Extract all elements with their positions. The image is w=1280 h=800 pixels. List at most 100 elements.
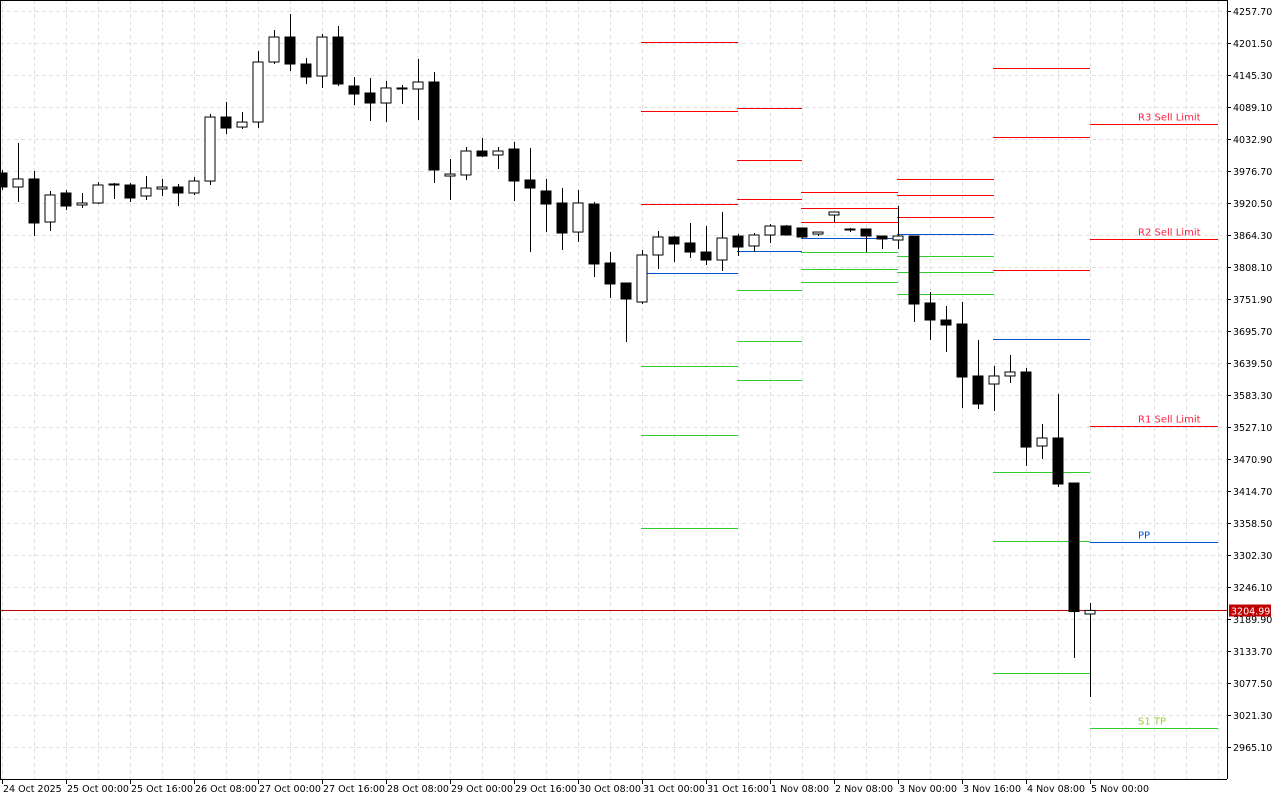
y-tick-label: 3920.50 <box>1233 199 1272 210</box>
level-label: R2 Sell Limit <box>1138 228 1201 239</box>
candle-bearish <box>956 323 968 378</box>
candle-bullish <box>1004 371 1016 377</box>
candle-bullish <box>316 36 328 77</box>
candle-bearish <box>1020 371 1032 448</box>
candle-bullish <box>652 236 664 256</box>
x-tick-label: 26 Oct 08:00 <box>195 784 257 795</box>
candle-bearish <box>668 236 680 245</box>
candle-bearish <box>556 202 568 234</box>
level-label: R1 Sell Limit <box>1138 415 1201 426</box>
candle-bearish <box>508 148 520 182</box>
candle-bearish <box>780 225 792 236</box>
candle-bearish <box>1052 437 1064 485</box>
candle-bullish <box>988 375 1000 385</box>
x-tick-label: 31 Oct 00:00 <box>643 784 705 795</box>
candle-bullish <box>492 150 504 156</box>
candle-bearish <box>284 36 296 65</box>
candle-bullish <box>156 186 168 190</box>
y-tick-label: 3751.90 <box>1233 295 1272 306</box>
y-tick-label: 4201.50 <box>1233 39 1272 50</box>
y-tick-label: 3414.70 <box>1233 487 1272 498</box>
candle-bearish <box>940 319 952 326</box>
x-tick-label: 28 Oct 08:00 <box>387 784 449 795</box>
candle-bullish <box>268 36 280 63</box>
candle-bullish <box>188 180 200 194</box>
candle-bearish <box>620 282 632 300</box>
candle-bullish <box>716 237 728 261</box>
candle-bullish <box>140 187 152 197</box>
y-tick-label: 3808.10 <box>1233 263 1272 274</box>
candle-bullish <box>1036 437 1048 447</box>
y-tick-label: 3189.90 <box>1233 615 1272 626</box>
candle-bearish <box>60 192 72 207</box>
candle-bullish <box>76 202 88 206</box>
y-tick-label: 3864.30 <box>1233 231 1272 242</box>
y-tick-label: 3976.70 <box>1233 167 1272 178</box>
candle-bearish <box>908 235 920 305</box>
candle-bearish <box>124 184 136 199</box>
candle-bearish <box>524 179 536 189</box>
level-label: S1 TP <box>1138 717 1166 728</box>
candle-bearish <box>428 81 440 171</box>
x-tick-label: 27 Oct 00:00 <box>259 784 321 795</box>
current-price-label: 3204.99 <box>1231 607 1270 618</box>
candle-bearish <box>700 251 712 261</box>
x-tick-label: 30 Oct 08:00 <box>579 784 641 795</box>
y-tick-label: 3470.90 <box>1233 455 1272 466</box>
candle-bearish <box>588 203 600 265</box>
x-tick-label: 27 Oct 16:00 <box>323 784 385 795</box>
y-tick-label: 3695.70 <box>1233 327 1272 338</box>
y-tick-label: 4089.10 <box>1233 103 1272 114</box>
x-tick-label: 29 Oct 00:00 <box>451 784 513 795</box>
y-tick-label: 4145.30 <box>1233 71 1272 82</box>
y-tick-label: 3583.30 <box>1233 391 1272 402</box>
candle-bearish <box>860 228 872 237</box>
candle-bullish <box>252 61 264 123</box>
level-label: R3 Sell Limit <box>1138 113 1201 124</box>
candle-bearish <box>796 227 808 238</box>
candle-bullish <box>92 184 104 204</box>
y-tick-label: 3639.50 <box>1233 359 1272 370</box>
candle-bullish <box>236 121 248 128</box>
x-tick-label: 29 Oct 16:00 <box>515 784 577 795</box>
candle-bearish <box>364 92 376 104</box>
candle-bullish <box>412 81 424 90</box>
candle-bearish <box>476 150 488 157</box>
candle-bullish <box>892 235 904 241</box>
candle-bullish <box>460 150 472 176</box>
candle-bullish <box>108 183 120 186</box>
x-tick-label: 24 Oct 2025 <box>3 784 62 795</box>
x-tick-label: 3 Nov 00:00 <box>899 784 957 795</box>
y-tick-label: 4257.70 <box>1233 7 1272 18</box>
candle-bullish <box>380 87 392 104</box>
candle-bearish <box>972 375 984 405</box>
y-tick-label: 3133.70 <box>1233 647 1272 658</box>
candle-bearish <box>220 116 232 129</box>
y-tick-label: 3021.30 <box>1233 711 1272 722</box>
y-tick-label: 4032.90 <box>1233 135 1272 146</box>
level-label: PP <box>1138 531 1150 542</box>
candle-bullish <box>812 231 824 235</box>
candle-bearish <box>1068 482 1080 613</box>
candle-bearish <box>876 235 888 240</box>
x-tick-label: 2 Nov 08:00 <box>835 784 893 795</box>
candle-bullish <box>444 173 456 177</box>
x-tick-label: 5 Nov 00:00 <box>1091 784 1149 795</box>
candle-bullish <box>44 194 56 223</box>
y-tick-label: 3077.50 <box>1233 679 1272 690</box>
x-tick-label: 1 Nov 08:00 <box>771 784 829 795</box>
x-tick-label: 31 Oct 16:00 <box>707 784 769 795</box>
candle-bullish <box>204 116 216 182</box>
candle-bearish <box>172 186 184 194</box>
candle-bearish <box>300 63 312 78</box>
y-tick-label: 2965.10 <box>1233 743 1272 754</box>
x-tick-label: 25 Oct 00:00 <box>67 784 129 795</box>
candle-bullish <box>1084 609 1096 615</box>
y-tick-label: 3302.30 <box>1233 551 1272 562</box>
x-tick-label: 4 Nov 08:00 <box>1027 784 1085 795</box>
candle-bearish <box>396 87 408 90</box>
candle-bearish <box>684 242 696 253</box>
candle-bearish <box>0 172 8 188</box>
candle-bullish <box>12 178 24 188</box>
